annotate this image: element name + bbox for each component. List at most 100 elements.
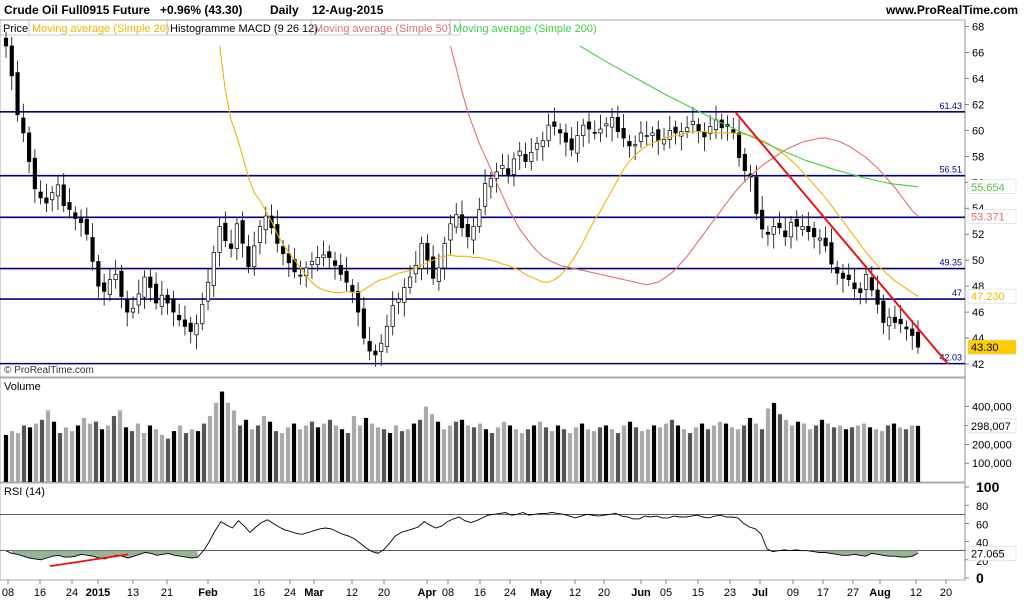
- candle-body: [119, 270, 124, 297]
- volume-bar: [429, 414, 435, 482]
- candle-body: [223, 222, 228, 242]
- candle-body: [280, 246, 286, 255]
- legend-price[interactable]: Price: [3, 23, 28, 35]
- volume-bar: [237, 425, 243, 482]
- rsi-tick-label: 0: [976, 570, 984, 586]
- candle-body: [875, 289, 880, 305]
- volume-bar: [855, 425, 861, 482]
- candle-body: [627, 141, 632, 147]
- volume-bar: [633, 427, 639, 482]
- legend-ma50[interactable]: Moving average (Simple 50): [314, 23, 452, 35]
- volume-bar: [393, 425, 399, 482]
- candle-body: [55, 184, 61, 197]
- volume-bar: [573, 427, 579, 482]
- volume-bar: [903, 429, 909, 482]
- volume-bar: [51, 421, 57, 482]
- volume-bar: [465, 425, 471, 482]
- candle-body: [252, 245, 257, 268]
- candle-body: [130, 307, 136, 313]
- x-tick-label: 2015: [86, 587, 110, 599]
- candle-body: [511, 158, 517, 175]
- candle-body: [425, 242, 430, 261]
- candle-body: [667, 129, 672, 140]
- candle-body: [177, 314, 182, 321]
- rsi-tick-label: 60: [976, 519, 988, 531]
- volume-bar: [549, 431, 555, 482]
- x-tick-label: 12: [910, 587, 922, 599]
- volume-bar: [495, 427, 501, 482]
- candle-body: [165, 294, 170, 304]
- volume-bar: [303, 425, 309, 482]
- x-tick-label: 20: [598, 587, 610, 599]
- volume-bar: [837, 425, 843, 482]
- price-tick-label: 62: [972, 99, 984, 111]
- candle-body: [852, 282, 857, 290]
- volume-bar: [63, 427, 69, 482]
- volume-bar: [339, 429, 345, 482]
- volume-bar: [489, 433, 495, 482]
- volume-bar: [645, 429, 651, 482]
- candle-body: [800, 226, 805, 231]
- volume-bar: [357, 425, 363, 482]
- candle-body: [771, 226, 776, 235]
- price-plot: 424446485052545658606264666861.4356.5149…: [0, 21, 1017, 371]
- legend: Price Moving average (Simple 20) Histogr…: [0, 19, 597, 36]
- price-panel: [0, 19, 966, 378]
- volume-bar: [207, 416, 213, 482]
- price-tag-box: [967, 179, 1017, 195]
- volume-bar: [813, 425, 819, 482]
- candle-body: [523, 154, 528, 162]
- candle-body: [488, 178, 493, 188]
- candle-body: [621, 128, 626, 139]
- legend-ma20[interactable]: Moving average (Simple 20): [32, 23, 170, 35]
- candle-body: [205, 281, 211, 302]
- volume-bar: [699, 423, 705, 482]
- volume-bar: [111, 416, 117, 482]
- header-date: 12-Aug-2015: [312, 3, 384, 17]
- candle-body: [211, 252, 216, 286]
- candle-body: [465, 224, 470, 238]
- volume-bar: [249, 429, 255, 482]
- candle-body: [575, 135, 580, 154]
- volume-bar: [21, 425, 27, 482]
- rsi-trend-line: [49, 553, 129, 568]
- candle-body: [298, 274, 303, 277]
- candle-body: [558, 129, 563, 134]
- price-tick-label: 50: [972, 255, 984, 267]
- legend-ma200[interactable]: Moving average (Simple 200): [453, 23, 597, 35]
- candle-body: [361, 308, 366, 339]
- legend-macd[interactable]: Histogramme MACD (9 26 12): [170, 23, 318, 35]
- volume-bar: [27, 427, 33, 482]
- x-tick-label: 20: [378, 587, 390, 599]
- candle-body: [44, 197, 49, 204]
- candle-body: [3, 37, 9, 47]
- price-tick-label: 52: [972, 229, 984, 241]
- candle-body: [690, 120, 695, 125]
- volume-bar: [747, 417, 753, 482]
- volume-bar: [513, 429, 519, 482]
- candle-body: [685, 127, 690, 132]
- candle-body: [552, 121, 557, 127]
- volume-bar: [723, 423, 729, 482]
- level-label: 49.35: [939, 258, 962, 268]
- volume-bar: [693, 427, 699, 482]
- volume-bar: [525, 429, 531, 482]
- candle-body: [898, 318, 903, 325]
- volume-bar: [609, 429, 615, 482]
- volume-bar: [801, 423, 807, 482]
- volume-bar: [825, 423, 831, 482]
- header-site[interactable]: www.ProRealTime.com: [885, 3, 1018, 17]
- volume-bar: [885, 425, 891, 482]
- volume-bar: [225, 402, 231, 482]
- volume-bar: [219, 391, 225, 482]
- candle-body: [159, 294, 164, 307]
- candle-body: [846, 274, 851, 280]
- volume-bar: [615, 433, 621, 482]
- volume-bar: [177, 425, 183, 482]
- volume-bar: [435, 421, 441, 482]
- candle-body: [148, 276, 153, 288]
- volume-bar: [123, 427, 129, 482]
- volume-bar: [15, 433, 21, 482]
- x-tick-label: Feb: [198, 587, 218, 599]
